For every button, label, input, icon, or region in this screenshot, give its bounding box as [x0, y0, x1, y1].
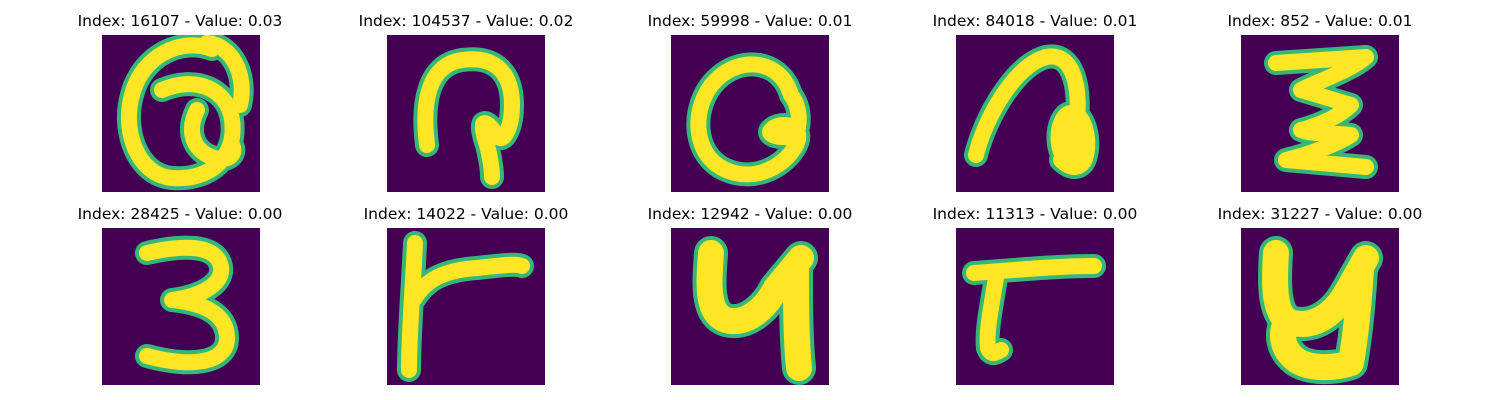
- digit-image-2: [387, 35, 545, 192]
- digit-image-7: [387, 228, 545, 385]
- panel-title-5: Index: 852 - Value: 0.01: [1190, 12, 1450, 30]
- digit-image-1: [102, 35, 260, 192]
- panel-title-3: Index: 59998 - Value: 0.01: [620, 12, 880, 30]
- panel-title-2: Index: 104537 - Value: 0.02: [336, 12, 596, 30]
- digit-image-5: [1241, 35, 1399, 192]
- digit-image-4: [956, 35, 1114, 192]
- panel-title-10: Index: 31227 - Value: 0.00: [1190, 205, 1450, 223]
- panel-title-6: Index: 28425 - Value: 0.00: [50, 205, 310, 223]
- digit-image-10: [1241, 228, 1399, 385]
- digit-image-6: [102, 228, 260, 385]
- panel-title-7: Index: 14022 - Value: 0.00: [336, 205, 596, 223]
- digit-image-9: [956, 228, 1114, 385]
- panel-title-4: Index: 84018 - Value: 0.01: [905, 12, 1165, 30]
- panel-title-1: Index: 16107 - Value: 0.03: [50, 12, 310, 30]
- panel-title-8: Index: 12942 - Value: 0.00: [620, 205, 880, 223]
- digit-image-8: [671, 228, 829, 385]
- panel-title-9: Index: 11313 - Value: 0.00: [905, 205, 1165, 223]
- digit-image-3: [671, 35, 829, 192]
